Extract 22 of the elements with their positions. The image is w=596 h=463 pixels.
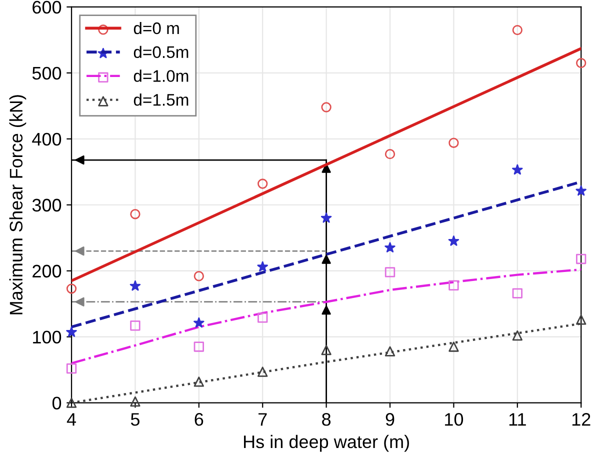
x-tick-label: 6 xyxy=(194,413,204,426)
x-tick-label: 10 xyxy=(445,413,464,426)
x-tick-label: 11 xyxy=(509,413,526,426)
legend-label: d=0 m xyxy=(134,22,179,34)
y-axis-title: Maximum Shear Force (kN) xyxy=(9,95,26,314)
x-tick-label: 12 xyxy=(572,413,590,426)
x-tick-label: 8 xyxy=(322,413,331,426)
x-tick-label: 4 xyxy=(66,413,76,426)
y-tick-label: 200 xyxy=(32,264,62,278)
y-tick-label: 0 xyxy=(52,396,62,410)
x-tick-label: 9 xyxy=(386,413,394,426)
y-tick-label: 500 xyxy=(32,66,62,80)
x-tick-label: 7 xyxy=(258,413,267,426)
x-tick-label: 5 xyxy=(130,413,140,426)
legend-label: d=1.0m xyxy=(134,70,188,82)
x-axis-title: Hs in deep water (m) xyxy=(244,434,409,452)
y-tick-label: 300 xyxy=(32,198,62,212)
y-tick-label: 100 xyxy=(33,330,62,344)
y-tick-label: 400 xyxy=(32,132,62,146)
legend-label: d=0.5m xyxy=(134,46,188,58)
y-tick-label: 600 xyxy=(32,0,62,14)
legend-label: d=1.5m xyxy=(134,94,188,106)
